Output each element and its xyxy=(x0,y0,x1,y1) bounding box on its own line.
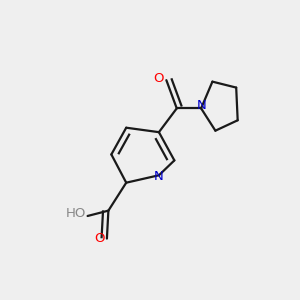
Text: O: O xyxy=(154,72,164,85)
Text: N: N xyxy=(154,170,164,183)
Text: O: O xyxy=(94,232,105,245)
Text: N: N xyxy=(197,99,207,112)
Text: HO: HO xyxy=(66,207,86,220)
